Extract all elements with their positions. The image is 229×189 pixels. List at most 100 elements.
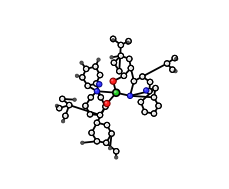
Ellipse shape — [96, 140, 99, 143]
Ellipse shape — [128, 65, 134, 71]
Ellipse shape — [90, 96, 93, 99]
Ellipse shape — [114, 90, 117, 93]
Ellipse shape — [156, 103, 161, 108]
Ellipse shape — [97, 72, 103, 78]
Ellipse shape — [115, 150, 118, 153]
Ellipse shape — [111, 79, 113, 81]
Ellipse shape — [97, 58, 100, 61]
Ellipse shape — [110, 56, 113, 59]
Ellipse shape — [128, 40, 130, 43]
Ellipse shape — [94, 120, 100, 125]
Ellipse shape — [93, 64, 98, 69]
Ellipse shape — [98, 95, 104, 100]
Ellipse shape — [138, 99, 144, 105]
Ellipse shape — [127, 56, 132, 62]
Ellipse shape — [93, 81, 99, 86]
Ellipse shape — [100, 96, 103, 99]
Ellipse shape — [123, 75, 126, 78]
Ellipse shape — [144, 111, 147, 114]
Ellipse shape — [118, 53, 123, 58]
Ellipse shape — [158, 105, 161, 108]
Ellipse shape — [57, 105, 62, 111]
Ellipse shape — [174, 70, 177, 73]
Ellipse shape — [147, 88, 152, 94]
Ellipse shape — [89, 130, 94, 136]
Ellipse shape — [85, 68, 88, 71]
Ellipse shape — [153, 96, 156, 99]
Ellipse shape — [58, 107, 61, 110]
Ellipse shape — [140, 101, 143, 104]
Ellipse shape — [80, 75, 85, 80]
Ellipse shape — [87, 85, 90, 88]
Ellipse shape — [110, 78, 116, 84]
Ellipse shape — [128, 58, 131, 61]
Ellipse shape — [81, 141, 84, 145]
Ellipse shape — [84, 66, 89, 72]
Ellipse shape — [117, 68, 122, 74]
Ellipse shape — [99, 114, 102, 117]
Ellipse shape — [111, 60, 117, 65]
Ellipse shape — [97, 82, 102, 87]
Ellipse shape — [120, 55, 123, 58]
Ellipse shape — [130, 67, 133, 70]
Ellipse shape — [151, 111, 157, 116]
Ellipse shape — [60, 96, 65, 102]
Ellipse shape — [94, 88, 100, 94]
Ellipse shape — [118, 42, 123, 48]
Ellipse shape — [170, 67, 175, 72]
Ellipse shape — [87, 112, 93, 117]
Ellipse shape — [105, 142, 108, 145]
Ellipse shape — [97, 112, 103, 118]
Ellipse shape — [126, 39, 131, 44]
Ellipse shape — [109, 131, 114, 136]
Ellipse shape — [94, 139, 100, 144]
Ellipse shape — [73, 98, 76, 101]
Ellipse shape — [83, 103, 88, 108]
Ellipse shape — [94, 66, 97, 68]
Ellipse shape — [120, 44, 123, 47]
Ellipse shape — [63, 113, 68, 119]
Ellipse shape — [140, 74, 145, 79]
Ellipse shape — [114, 156, 118, 159]
Ellipse shape — [154, 87, 157, 90]
Ellipse shape — [64, 115, 67, 118]
Ellipse shape — [104, 122, 110, 128]
Ellipse shape — [84, 105, 87, 108]
Ellipse shape — [96, 122, 99, 125]
Ellipse shape — [121, 73, 127, 78]
Ellipse shape — [174, 57, 178, 60]
Ellipse shape — [95, 82, 98, 85]
Ellipse shape — [144, 89, 146, 91]
Ellipse shape — [98, 83, 99, 84]
Ellipse shape — [172, 55, 177, 61]
Ellipse shape — [85, 83, 90, 88]
Ellipse shape — [164, 61, 170, 66]
Ellipse shape — [68, 104, 71, 107]
Ellipse shape — [142, 109, 147, 115]
Ellipse shape — [89, 113, 92, 116]
Ellipse shape — [104, 100, 110, 107]
Ellipse shape — [104, 105, 107, 108]
Ellipse shape — [113, 62, 116, 65]
Ellipse shape — [106, 124, 109, 127]
Ellipse shape — [174, 57, 177, 60]
Ellipse shape — [141, 75, 144, 78]
Ellipse shape — [95, 89, 97, 91]
Ellipse shape — [127, 93, 133, 98]
Ellipse shape — [112, 38, 115, 41]
Ellipse shape — [114, 149, 119, 154]
Ellipse shape — [131, 78, 137, 84]
Ellipse shape — [104, 140, 109, 146]
Ellipse shape — [111, 132, 114, 136]
Ellipse shape — [171, 69, 174, 72]
Ellipse shape — [103, 104, 108, 109]
Ellipse shape — [110, 36, 116, 42]
Ellipse shape — [61, 98, 64, 101]
Ellipse shape — [90, 132, 93, 135]
Ellipse shape — [153, 112, 156, 115]
Ellipse shape — [151, 95, 157, 100]
Ellipse shape — [108, 146, 112, 150]
Ellipse shape — [126, 41, 129, 44]
Ellipse shape — [105, 101, 107, 104]
Ellipse shape — [67, 102, 72, 108]
